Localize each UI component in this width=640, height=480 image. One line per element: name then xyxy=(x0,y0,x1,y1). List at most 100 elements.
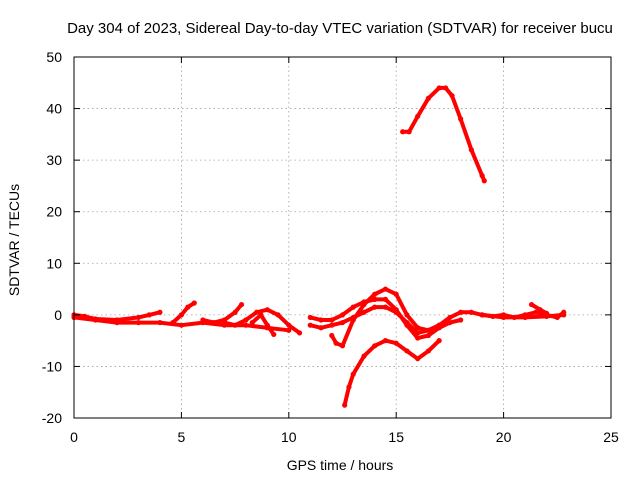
series-track-m xyxy=(528,301,550,316)
data-point xyxy=(191,300,197,306)
x-axis-ticks: 0 5 10 15 20 25 xyxy=(70,57,619,445)
data-point xyxy=(339,343,346,349)
data-point xyxy=(114,317,120,323)
data-point xyxy=(361,309,367,315)
series-track-h xyxy=(307,296,464,341)
data-point xyxy=(501,312,507,318)
data-point xyxy=(447,314,453,321)
series-track-f xyxy=(249,312,277,338)
x-tick-label: 10 xyxy=(281,429,297,445)
data-point xyxy=(393,291,399,297)
data-point xyxy=(537,307,543,313)
data-point xyxy=(404,322,410,328)
data-point xyxy=(329,332,335,339)
data-point xyxy=(404,348,410,354)
x-tick-label: 25 xyxy=(603,429,619,445)
data-point xyxy=(528,301,535,308)
x-tick-label: 0 xyxy=(70,429,78,445)
data-point xyxy=(400,129,406,135)
data-point xyxy=(415,113,421,119)
data-marks xyxy=(71,85,567,408)
data-point xyxy=(425,332,432,339)
data-point xyxy=(479,312,485,318)
data-point xyxy=(443,85,449,91)
data-point xyxy=(135,319,142,326)
data-point xyxy=(307,314,313,321)
data-point xyxy=(533,309,539,315)
y-tick-label: 10 xyxy=(46,255,62,271)
data-point xyxy=(372,304,378,310)
data-point xyxy=(393,307,399,313)
data-point xyxy=(404,312,410,318)
data-point xyxy=(258,312,264,318)
data-point xyxy=(157,319,163,326)
series-track-i xyxy=(329,286,567,349)
series-line xyxy=(170,301,197,325)
data-point xyxy=(372,343,378,349)
data-point xyxy=(393,340,399,346)
data-point xyxy=(447,319,453,326)
data-point xyxy=(436,338,442,344)
data-point xyxy=(249,319,255,326)
data-point xyxy=(361,353,367,359)
data-point xyxy=(436,85,442,91)
data-point xyxy=(329,317,335,323)
grid-lines xyxy=(74,57,611,418)
data-point xyxy=(458,309,464,315)
series-line xyxy=(250,312,276,337)
y-tick-label: 20 xyxy=(46,204,62,220)
data-point xyxy=(339,312,346,318)
series-track-k xyxy=(400,85,487,184)
data-point xyxy=(135,314,142,321)
series-track-e xyxy=(221,307,303,336)
data-point xyxy=(211,319,217,326)
data-point xyxy=(436,322,442,328)
data-point xyxy=(275,312,281,318)
data-point xyxy=(329,322,335,328)
data-point xyxy=(382,304,389,310)
data-point xyxy=(449,93,455,99)
data-point xyxy=(157,309,163,315)
x-tick-label: 20 xyxy=(496,429,512,445)
data-point xyxy=(511,314,517,321)
x-axis-label: GPS time / hours xyxy=(287,457,394,473)
y-tick-label: -10 xyxy=(42,358,62,374)
chart-title: Day 304 of 2023, Sidereal Day-to-day VTE… xyxy=(67,20,613,37)
data-point xyxy=(458,317,464,323)
data-point xyxy=(522,312,528,318)
data-point xyxy=(264,307,270,313)
data-point xyxy=(253,309,260,315)
series-line xyxy=(400,85,487,183)
data-point xyxy=(286,327,292,333)
y-tick-label: 40 xyxy=(46,101,62,117)
data-point xyxy=(318,325,324,331)
data-point xyxy=(468,309,474,315)
plot-frame xyxy=(73,56,612,419)
data-point xyxy=(333,340,339,346)
data-point xyxy=(543,310,550,316)
data-point xyxy=(342,402,348,408)
data-point xyxy=(382,338,389,344)
data-point xyxy=(92,316,99,322)
data-point xyxy=(185,304,191,310)
data-point xyxy=(406,129,412,135)
data-point xyxy=(382,286,389,292)
data-point xyxy=(425,348,432,354)
y-tick-label: 50 xyxy=(46,49,62,65)
y-axis-label: SDTVAR / TECUs xyxy=(6,184,22,296)
y-tick-label: -20 xyxy=(42,410,62,426)
data-point xyxy=(382,296,389,302)
data-point xyxy=(415,356,421,362)
data-point xyxy=(561,309,567,315)
data-point xyxy=(178,312,184,318)
data-point xyxy=(221,319,227,326)
data-point xyxy=(243,322,249,328)
data-point xyxy=(178,322,184,328)
data-point xyxy=(232,322,238,328)
data-point xyxy=(232,309,238,315)
data-point xyxy=(339,319,346,326)
data-point xyxy=(318,317,324,323)
data-point xyxy=(146,312,152,318)
data-point xyxy=(286,322,292,328)
